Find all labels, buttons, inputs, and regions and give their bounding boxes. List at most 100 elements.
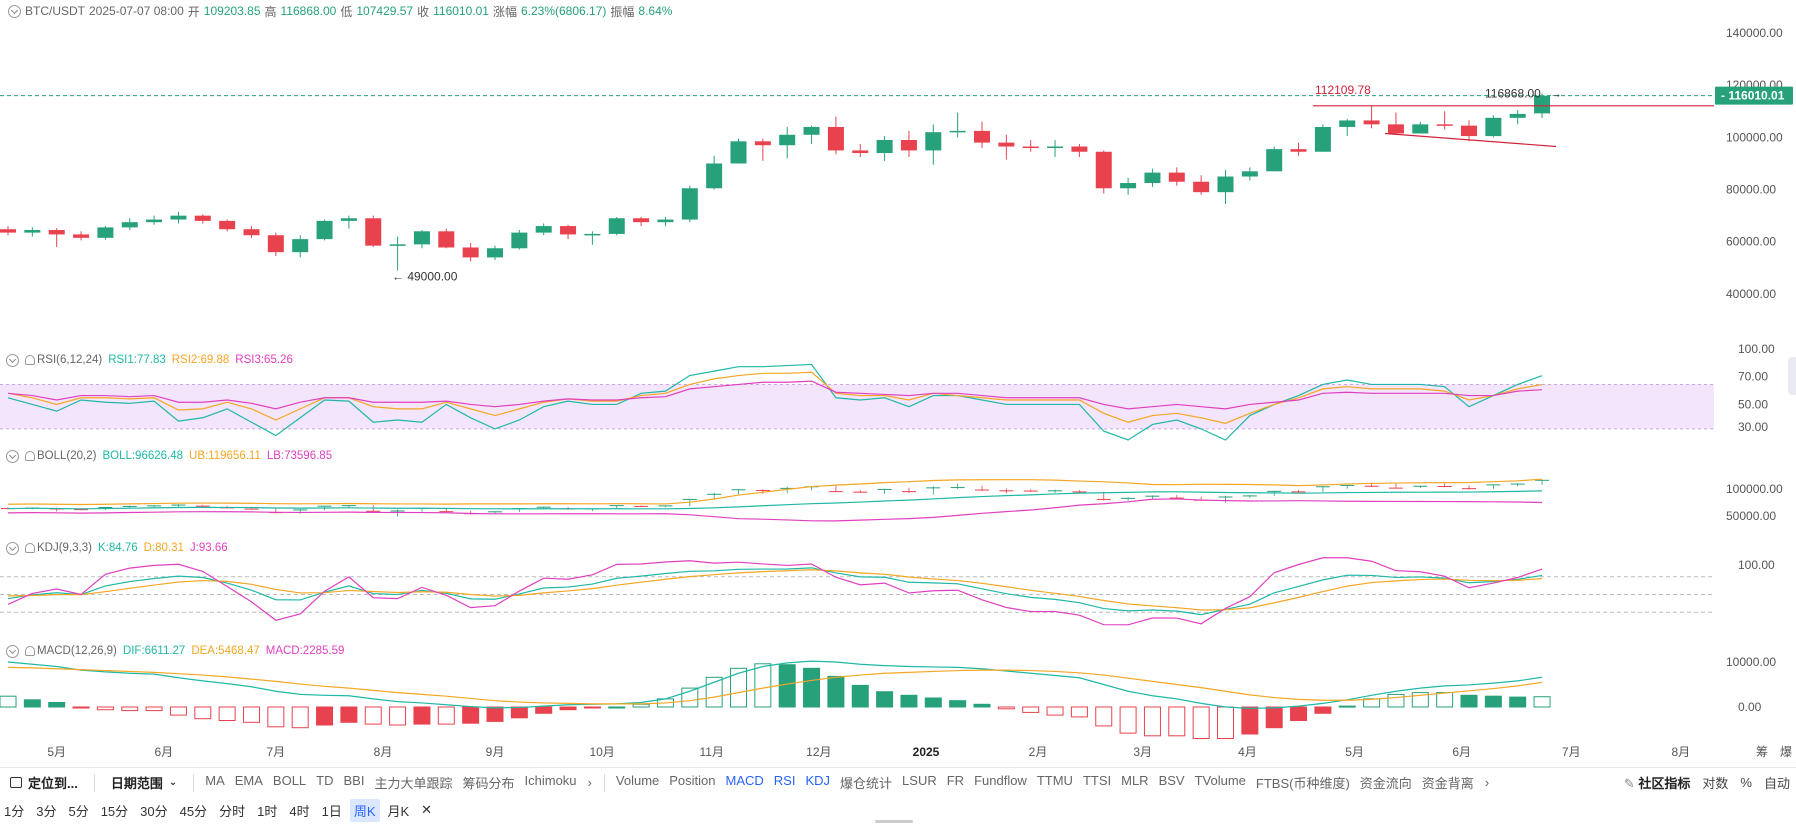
- close-icon[interactable]: ✕: [421, 802, 433, 817]
- boll-value: BOLL:96626.48: [102, 450, 184, 462]
- macd-histogram-bar: [96, 706, 114, 711]
- period-3[interactable]: 15分: [100, 803, 129, 819]
- scroll-thumb[interactable]: [875, 820, 913, 823]
- sub-indicator-item[interactable]: RSI: [773, 773, 796, 788]
- candle-body: [974, 130, 990, 143]
- sub-indicator-item[interactable]: BSV: [1158, 773, 1185, 788]
- overlay-boll[interactable]: BOLL: [272, 773, 307, 788]
- collapse-icon[interactable]: [8, 4, 21, 18]
- macd-histogram-bar: [1046, 706, 1064, 716]
- overlay-ema[interactable]: EMA: [234, 773, 263, 788]
- candle-body: [681, 188, 698, 220]
- candle-body: [438, 231, 455, 248]
- sub-indicator-item[interactable]: LSUR: [902, 773, 937, 788]
- period-8[interactable]: 4时: [289, 803, 310, 819]
- boll-collapse-icon[interactable]: [6, 449, 19, 463]
- sub-indicator-item[interactable]: KDJ: [805, 773, 831, 788]
- overlay-[interactable]: 主力大单跟踪: [374, 776, 453, 791]
- period-2[interactable]: 5分: [68, 803, 89, 819]
- candle-body: [73, 234, 90, 238]
- boll-bell-icon[interactable]: [25, 451, 35, 461]
- candle-body: [267, 235, 284, 253]
- rsi1-value: RSI1:77.83: [108, 354, 166, 366]
- macd-histogram-bar: [1241, 706, 1259, 735]
- sub-indicator-item[interactable]: 爆仓统计: [840, 776, 893, 791]
- period-bar: 1分 3分 5分 15分 30分 45分 分时 1时 4时 1日 周K 月K ✕: [0, 798, 440, 822]
- candle-body: [1193, 181, 1210, 193]
- candle-body: [1144, 172, 1161, 184]
- sub-indicator-item[interactable]: MACD: [725, 773, 764, 788]
- period-4[interactable]: 30分: [140, 803, 168, 819]
- period-11[interactable]: 月K: [387, 803, 410, 819]
- sub-indicator-item[interactable]: 资金流向: [1359, 776, 1412, 791]
- rsi-collapse-icon[interactable]: [6, 353, 19, 367]
- macd-histogram-bar: [145, 706, 163, 712]
- time-axis-label: 5月: [1345, 745, 1364, 759]
- period-7[interactable]: 1时: [257, 803, 278, 819]
- arrow-right-icon: →: [1550, 86, 1562, 100]
- time-axis-right-label: 筹: [1756, 745, 1768, 759]
- macd-histogram-bar: [1070, 706, 1088, 718]
- percent-toggle[interactable]: %: [1740, 774, 1752, 790]
- open-label: 开: [187, 4, 200, 19]
- kdj-header: KDJ(9,3,3) K:84.76 D:80.31 J:93.66: [6, 540, 228, 556]
- auto-toggle[interactable]: 自动: [1763, 775, 1790, 791]
- period-10[interactable]: 周K: [349, 798, 380, 822]
- overlay-ichimoku[interactable]: Ichimoku: [524, 773, 577, 788]
- overlay-[interactable]: 筹码分布: [462, 776, 515, 791]
- side-panel-handle[interactable]: [1788, 357, 1796, 395]
- log-toggle[interactable]: 对数: [1702, 775, 1729, 791]
- sub-indicator-item[interactable]: TVolume: [1194, 773, 1246, 788]
- sub-indicator-item[interactable]: Position: [669, 773, 716, 788]
- candle-body: [584, 233, 601, 236]
- sub-indicator-item[interactable]: Fundflow: [974, 773, 1027, 788]
- time-axis-label: 9月: [486, 745, 505, 759]
- candle-body: [827, 126, 844, 151]
- macd-collapse-icon[interactable]: [6, 644, 19, 658]
- macd-histogram-bar: [1460, 694, 1478, 708]
- locate-button[interactable]: 定位到...: [0, 773, 88, 792]
- overlay-bbi[interactable]: BBI: [343, 773, 365, 788]
- sub-indicator-item[interactable]: TTSI: [1082, 773, 1112, 788]
- candle-body: [900, 140, 917, 151]
- rsi-bell-icon[interactable]: [25, 355, 35, 365]
- sub-indicator-item[interactable]: 资金背离: [1421, 776, 1474, 791]
- sub-indicator-item[interactable]: FTBS(币种维度): [1255, 776, 1350, 791]
- macd-histogram-bar: [973, 703, 991, 708]
- period-6[interactable]: 分时: [219, 803, 246, 819]
- macd-bell-icon[interactable]: [25, 646, 35, 656]
- macd-histogram-bar: [218, 706, 236, 721]
- macd-histogram-bar: [632, 703, 650, 708]
- sub-indicator-item[interactable]: MLR: [1121, 773, 1149, 788]
- kdj-bell-icon[interactable]: [25, 543, 35, 553]
- sub-indicator-item[interactable]: TTMU: [1036, 773, 1073, 788]
- sub-indicator-item[interactable]: Volume: [615, 773, 660, 788]
- boll-mid-line: [7, 490, 1543, 510]
- overlay-ma[interactable]: MA: [205, 773, 225, 788]
- price-tick-label: 60000.00: [1726, 235, 1776, 249]
- macd-histogram-bar: [559, 706, 577, 711]
- sub-indicator-item[interactable]: FR: [946, 773, 965, 788]
- macd-histogram-bar: [608, 706, 626, 709]
- community-button[interactable]: ✎ 社区指标: [1624, 773, 1691, 792]
- macd-histogram-bar: [462, 706, 480, 724]
- d-value: D:80.31: [143, 542, 184, 554]
- period-5[interactable]: 45分: [179, 803, 208, 819]
- period-9[interactable]: 1日: [321, 803, 342, 819]
- candle-body: [462, 247, 479, 258]
- period-0[interactable]: 1分: [4, 803, 25, 819]
- kdj-collapse-icon[interactable]: [6, 541, 19, 555]
- overlay-td[interactable]: TD: [316, 773, 334, 788]
- macd-histogram-bar: [413, 706, 431, 725]
- chevron-right-icon[interactable]: ›: [1484, 775, 1490, 790]
- candle-body: [754, 141, 771, 146]
- edit-icon: ✎: [1623, 775, 1639, 791]
- change-label: 涨幅: [492, 4, 517, 19]
- rsi2-value: RSI2:69.88: [171, 354, 230, 366]
- candle-body: [1339, 120, 1356, 127]
- period-1[interactable]: 3分: [36, 803, 57, 819]
- date-range-button[interactable]: 日期范围 ⌄: [101, 773, 187, 792]
- chevron-right-icon[interactable]: ›: [587, 775, 592, 790]
- macd-histogram-bar: [437, 706, 455, 725]
